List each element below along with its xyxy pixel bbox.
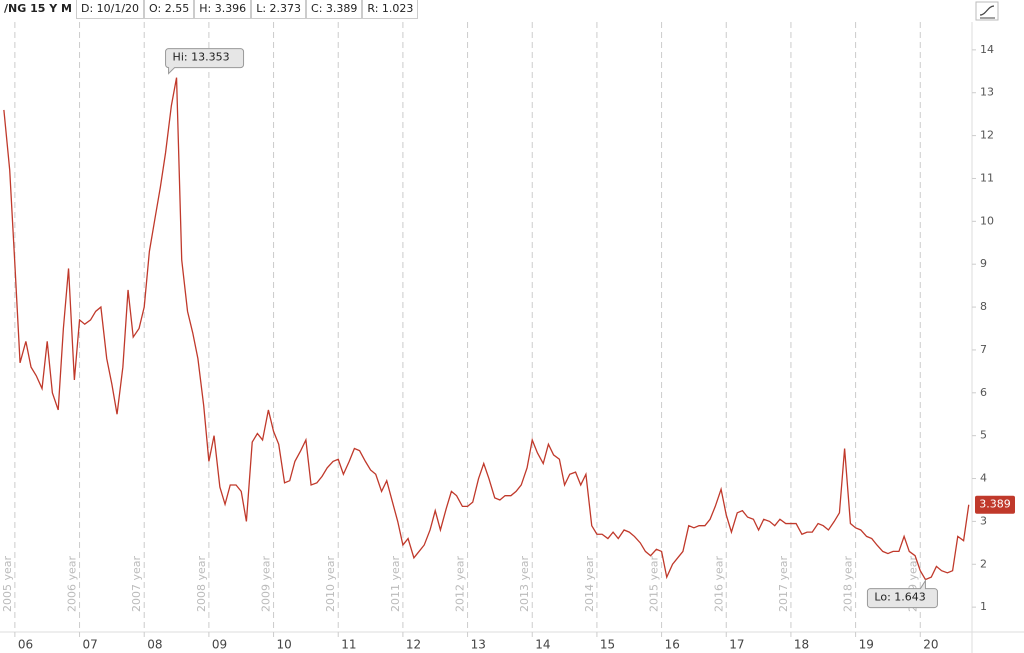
x-tick-label: 15 <box>600 638 615 652</box>
x-tick-label: 17 <box>729 638 744 652</box>
lo-callout: Lo: 1.643 <box>866 578 938 609</box>
last-value-box <box>975 495 1015 514</box>
year-label: 2013 year <box>518 555 531 612</box>
y-tick-label: 8 <box>980 300 987 313</box>
header-bar: /NG 15 Y M D: 10/1/20 O: 2.55 H: 3.396 L: 2.… <box>0 0 419 20</box>
x-tick-label: 18 <box>794 638 809 652</box>
chart-type-icon[interactable] <box>975 1 999 21</box>
x-tick-label: 19 <box>859 638 874 652</box>
y-tick-label: 10 <box>980 214 994 227</box>
y-tick-label: 3 <box>980 514 987 527</box>
x-tick-label: 16 <box>665 638 680 652</box>
y-tick-label: 9 <box>980 257 987 270</box>
icon-curve <box>979 5 995 16</box>
x-tick-label: 14 <box>535 638 550 652</box>
header-field: D: 10/1/20 <box>75 0 145 19</box>
y-tick-label: 13 <box>980 86 994 99</box>
year-label: 2010 year <box>324 555 337 612</box>
callout-box <box>866 578 938 609</box>
y-tick-label: 11 <box>980 171 994 184</box>
y-tick-label: 7 <box>980 343 987 356</box>
x-tick-label: 13 <box>471 638 486 652</box>
x-tick-label: 08 <box>147 638 162 652</box>
x-tick-label: 11 <box>341 638 356 652</box>
x-tick-label: 10 <box>277 638 292 652</box>
y-tick-label: 1 <box>980 600 987 613</box>
header-field: H: 3.396 <box>194 0 252 19</box>
year-label: 2012 year <box>454 555 467 612</box>
callout-box <box>165 48 245 75</box>
header-field: C: 3.389 <box>306 0 363 19</box>
year-label: 2008 year <box>195 555 208 612</box>
year-label: 2011 year <box>389 555 402 612</box>
y-tick-label: 6 <box>980 386 987 399</box>
y-tick-label: 2 <box>980 557 987 570</box>
hi-callout: Hi: 13.353 <box>165 48 245 75</box>
year-label: 2007 year <box>130 555 143 612</box>
y-tick-label: 4 <box>980 472 987 485</box>
year-label: 2017 year <box>777 555 790 612</box>
year-label: 2016 year <box>712 555 725 612</box>
last-value-label: 3.389 <box>979 498 1011 511</box>
y-tick-label: 5 <box>980 429 987 442</box>
year-label: 2014 year <box>583 555 596 612</box>
header-field: O: 2.55 <box>144 0 195 19</box>
x-tick-label: 12 <box>406 638 421 652</box>
year-label: 2009 year <box>260 555 273 612</box>
x-tick-label: 06 <box>18 638 33 652</box>
callout-label: Lo: 1.643 <box>874 591 925 604</box>
header-field: R: 1.023 <box>362 0 419 19</box>
x-tick-label: 09 <box>212 638 227 652</box>
x-tick-label: 07 <box>83 638 98 652</box>
header-field: L: 2.373 <box>251 0 307 19</box>
year-label: 2018 year <box>842 555 855 612</box>
x-tick-label: 20 <box>923 638 938 652</box>
year-label: 2015 year <box>648 555 661 612</box>
year-label: 2006 year <box>66 555 79 612</box>
price-line <box>3 77 970 581</box>
y-tick-label: 14 <box>980 43 994 56</box>
header-field: /NG 15 Y M <box>0 0 76 18</box>
year-label: 2005 year <box>1 555 14 612</box>
callout-label: Hi: 13.353 <box>173 51 230 64</box>
y-tick-label: 12 <box>980 129 994 142</box>
